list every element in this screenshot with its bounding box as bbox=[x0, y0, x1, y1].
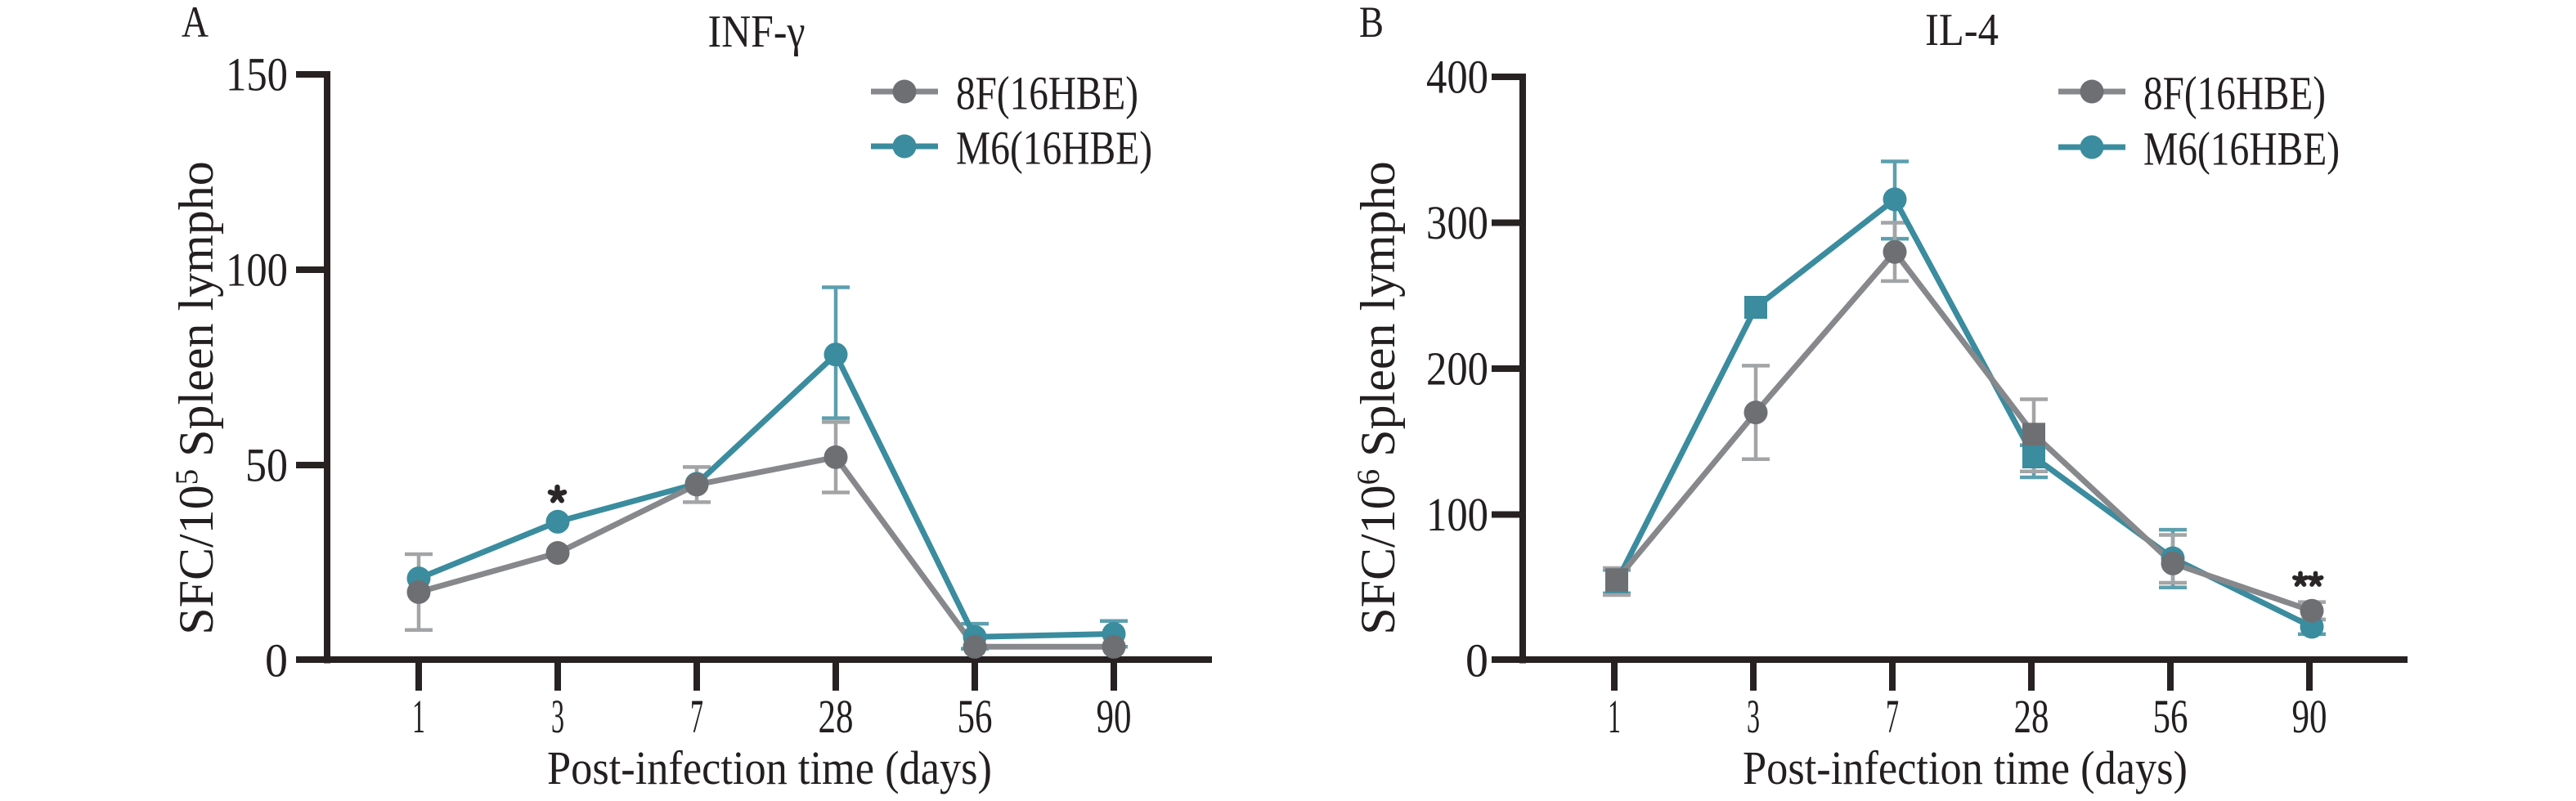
svg-text:0: 0 bbox=[265, 634, 288, 687]
svg-text:200: 200 bbox=[1426, 342, 1488, 396]
svg-text:Post-infection time (days): Post-infection time (days) bbox=[1743, 741, 2188, 794]
svg-text:SFC/106 Spleen lympho: SFC/106 Spleen lympho bbox=[1351, 161, 1405, 635]
svg-text:100: 100 bbox=[1426, 488, 1488, 541]
svg-text:0: 0 bbox=[1465, 634, 1488, 687]
svg-text:1: 1 bbox=[1608, 690, 1621, 743]
svg-text:1: 1 bbox=[412, 690, 425, 743]
svg-text:28: 28 bbox=[2014, 690, 2049, 743]
svg-text:INF-γ: INF-γ bbox=[708, 7, 806, 57]
svg-text:56: 56 bbox=[2153, 690, 2188, 743]
svg-text:IL-4: IL-4 bbox=[1925, 5, 1999, 56]
svg-text:90: 90 bbox=[1097, 690, 1132, 743]
svg-text:SFC/105 Spleen lympho: SFC/105 Spleen lympho bbox=[169, 161, 223, 635]
svg-text:M6(16HBE): M6(16HBE) bbox=[956, 122, 1152, 175]
svg-text:Post-infection time (days): Post-infection time (days) bbox=[547, 741, 992, 794]
svg-text:90: 90 bbox=[2292, 690, 2327, 743]
svg-text:7: 7 bbox=[690, 690, 703, 743]
svg-text:50: 50 bbox=[245, 439, 288, 492]
svg-text:7: 7 bbox=[1886, 690, 1899, 743]
svg-text:8F(16HBE): 8F(16HBE) bbox=[956, 67, 1138, 120]
svg-text:A: A bbox=[182, 0, 209, 47]
svg-text:B: B bbox=[1359, 0, 1384, 47]
svg-text:56: 56 bbox=[958, 690, 993, 743]
svg-text:400: 400 bbox=[1426, 51, 1488, 104]
svg-text:3: 3 bbox=[551, 690, 564, 743]
svg-text:100: 100 bbox=[226, 244, 288, 297]
svg-text:300: 300 bbox=[1426, 196, 1488, 249]
svg-text:3: 3 bbox=[1747, 690, 1760, 743]
svg-text:M6(16HBE): M6(16HBE) bbox=[2143, 123, 2340, 176]
svg-text:28: 28 bbox=[819, 690, 854, 743]
svg-text:150: 150 bbox=[226, 48, 288, 101]
svg-text:8F(16HBE): 8F(16HBE) bbox=[2143, 67, 2326, 120]
